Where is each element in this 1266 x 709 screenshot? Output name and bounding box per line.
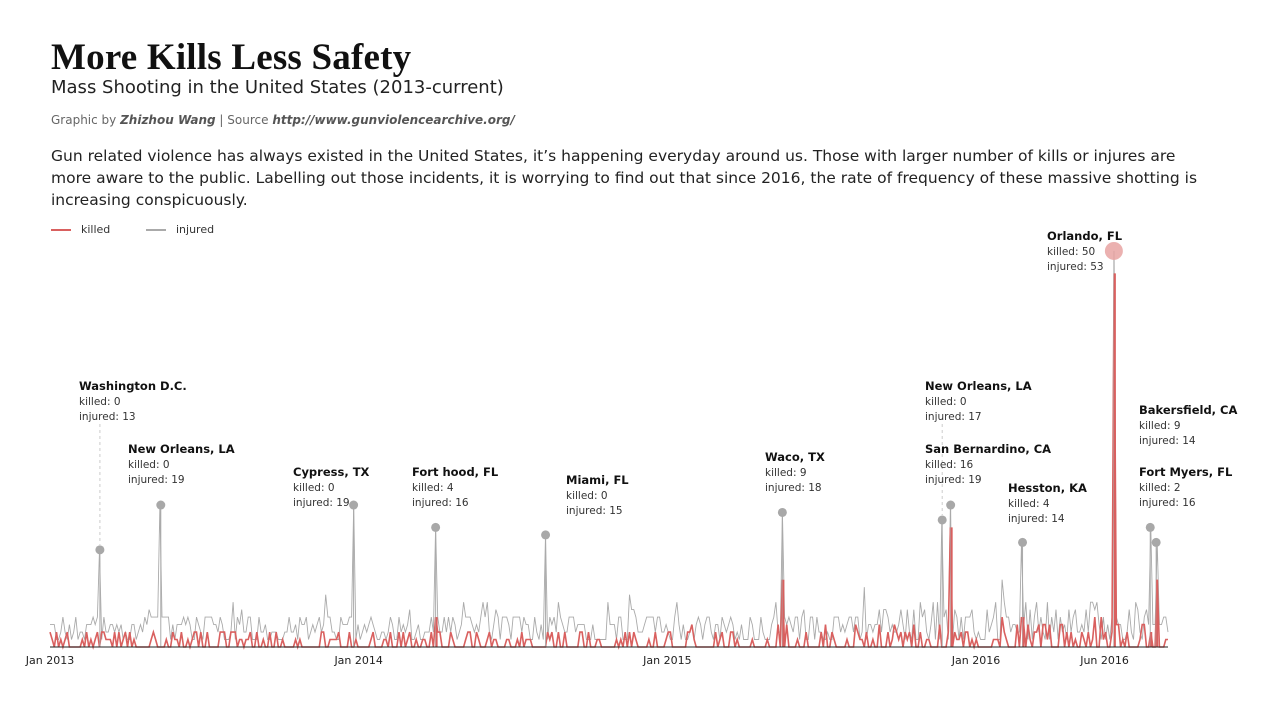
annotation-injured: injured: 16 [1139,497,1196,509]
x-axis: Jan 2013 Jan 2014 Jan 2015 Jan 2016 Jun 2016 [25,654,1129,667]
annotation-killed: killed: 0 [566,490,608,502]
annotation-injured: injured: 15 [566,505,623,517]
annotation-injured: injured: 53 [1047,261,1104,273]
annotation-injured: injured: 13 [79,411,136,423]
x-tick-label: Jun 2016 [1079,654,1129,667]
annotation-place: San Bernardino, CA [925,442,1051,456]
annotation-fort-myers-fl: Fort Myers, FL killed: 2 injured: 16 [1139,465,1233,647]
legend-swatch-killed [51,229,71,231]
annotation-san-bernardino-ca: San Bernardino, CA killed: 16 injured: 19 [925,442,1051,647]
annotation-cypress-tx: Cypress, TX killed: 0 injured: 19 [293,465,370,647]
annotation-killed: killed: 0 [293,482,335,494]
annotation-place: Bakersfield, CA [1139,403,1237,417]
annotation-killed: killed: 0 [79,396,121,408]
annotation-place: Hesston, KA [1008,481,1087,495]
annotation-marker[interactable] [1018,537,1028,547]
annotation-place: New Orleans, LA [128,442,235,456]
credit-prefix: Graphic by [51,113,121,127]
annotation-injured: injured: 19 [293,497,350,509]
annotation-killed: killed: 4 [1008,498,1050,510]
annotation-new-orleans-la: New Orleans, LA killed: 0 injured: 19 [128,442,235,647]
annotation-marker[interactable] [431,522,441,532]
credit-line: Graphic by Zhizhou Wang | Source http://… [51,113,515,127]
annotation-marker[interactable] [95,545,105,555]
annotation-place: Fort Myers, FL [1139,465,1233,479]
annotation-killed: killed: 9 [1139,420,1181,432]
annotation-waco-tx: Waco, TX killed: 9 injured: 18 [765,450,825,647]
annotation-injured: injured: 18 [765,482,822,494]
injured-line [50,250,1169,642]
annotation-marker[interactable] [541,530,551,540]
annotations: Washington D.C. killed: 0 injured: 13 New O… [79,229,1237,647]
annotation-killed: killed: 4 [412,482,454,494]
legend-label-killed: killed [81,223,111,236]
annotation-marker[interactable] [946,500,956,510]
annotation-marker[interactable] [937,515,947,525]
annotation-marker[interactable] [1145,522,1155,532]
annotation-killed: killed: 50 [1047,246,1095,258]
legend-item-killed: killed [51,223,110,236]
x-tick-label: Jan 2013 [25,654,74,667]
annotation-miami-fl: Miami, FL killed: 0 injured: 15 [541,473,629,647]
annotation-injured: injured: 19 [128,474,185,486]
chart-title: More Kills Less Safety [51,37,412,78]
annotation-killed: killed: 2 [1139,482,1181,494]
killed-line [49,273,1168,650]
annotation-injured: injured: 14 [1139,435,1196,447]
annotation-killed: killed: 9 [765,467,807,479]
annotation-place: Cypress, TX [293,465,370,479]
credit-separator: | Source [215,113,273,127]
x-tick-label: Jan 2016 [951,654,1000,667]
annotation-washington-d-c: Washington D.C. killed: 0 injured: 13 [79,379,187,647]
annotation-injured: injured: 17 [925,411,982,423]
legend-label-injured: injured [176,223,215,236]
annotation-marker[interactable] [777,507,787,517]
credit-source: http://www.gunviolencearchive.org/ [272,113,515,127]
annotation-orlando-fl: Orlando, FL killed: 50 injured: 53 [1047,229,1123,647]
annotation-place: New Orleans, LA [925,379,1032,393]
annotation-place: Miami, FL [566,473,629,487]
annotation-bakersfield-ca: Bakersfield, CA killed: 9 injured: 14 [1139,403,1237,647]
x-tick-label: Jan 2015 [642,654,691,667]
killed-series [49,273,1168,650]
description-paragraph: Gun related violence has always existed … [51,147,1198,209]
annotation-marker[interactable] [349,500,359,510]
annotation-injured: injured: 14 [1008,513,1065,525]
annotation-fort-hood-fl: Fort hood, FL killed: 4 injured: 16 [412,465,499,647]
x-tick-label: Jan 2014 [333,654,382,667]
annotation-place: Fort hood, FL [412,465,499,479]
credit-author: Zhizhou Wang [120,113,216,127]
annotation-hesston-ka: Hesston, KA killed: 4 injured: 14 [1008,481,1087,647]
annotation-place: Orlando, FL [1047,229,1123,243]
annotation-new-orleans-la: New Orleans, LA killed: 0 injured: 17 [925,379,1032,647]
peak-marker[interactable] [1104,241,1123,260]
legend-swatch-injured [146,229,166,231]
annotation-place: Washington D.C. [79,379,187,393]
annotation-injured: injured: 16 [412,497,469,509]
annotation-killed: killed: 0 [128,459,170,471]
annotation-killed: killed: 16 [925,459,974,471]
annotation-killed: killed: 0 [925,396,967,408]
annotation-injured: injured: 19 [925,474,982,486]
annotation-marker[interactable] [1151,537,1161,547]
injured-series [50,250,1169,642]
chart-subtitle: Mass Shooting in the United States (2013… [51,77,504,98]
legend-item-injured: injured [146,223,214,236]
annotation-marker[interactable] [156,500,166,510]
annotation-place: Waco, TX [765,450,825,464]
